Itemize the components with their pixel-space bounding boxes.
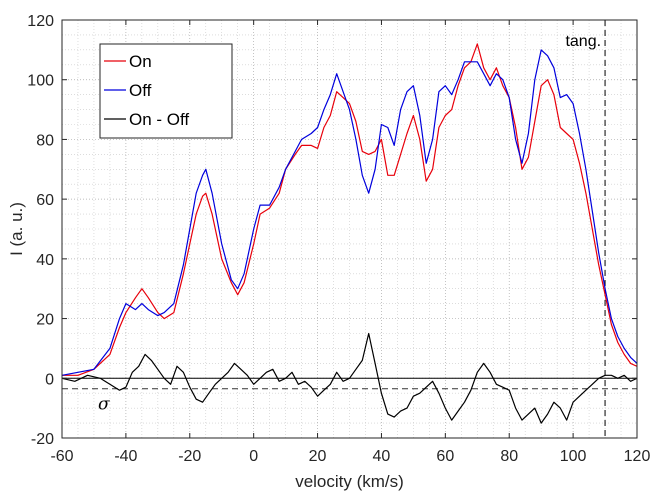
- y-tick-label: 120: [27, 13, 54, 30]
- x-tick-label: 20: [309, 448, 327, 465]
- x-tick-label: 120: [624, 448, 651, 465]
- legend-label-on-minus-off: On - Off: [129, 110, 189, 129]
- legend-label-off: Off: [129, 81, 152, 100]
- tangent-velocity-annotation: tang.: [565, 33, 601, 50]
- y-tick-label: 40: [36, 252, 54, 269]
- legend: On Off On - Off: [99, 43, 233, 139]
- sigma-level-annotation: σ: [98, 395, 110, 415]
- y-tick-label: 0: [45, 371, 54, 388]
- y-axis-tick-labels: -20 0 20 40 60 80 100 120: [27, 13, 54, 448]
- legend-label-on: On: [129, 52, 152, 71]
- x-axis-title: velocity (km/s): [295, 472, 404, 491]
- x-tick-label: 100: [560, 448, 587, 465]
- y-tick-label: 60: [36, 192, 54, 209]
- x-axis-tick-labels: -60 -40 -20 0 20 40 60 80 100 120: [50, 448, 650, 465]
- x-tick-label: 60: [436, 448, 454, 465]
- y-tick-label: 100: [27, 73, 54, 90]
- series-line-off: [61, 49, 638, 376]
- y-tick-label: 80: [36, 132, 54, 149]
- plot-area-frame: [61, 19, 638, 439]
- x-tick-label: -20: [178, 448, 201, 465]
- y-tick-label: -20: [31, 431, 54, 448]
- legend-entry-off: Off: [104, 81, 152, 100]
- x-tick-label: 0: [249, 448, 258, 465]
- y-axis-title: I (a. u.): [7, 202, 26, 256]
- legend-box: [99, 43, 233, 139]
- axis-ticks: [61, 19, 638, 439]
- series-line-on: [62, 43, 638, 376]
- series-layer: [61, 43, 638, 424]
- x-tick-label: -60: [50, 448, 73, 465]
- x-tick-label: -40: [114, 448, 137, 465]
- y-tick-label: 20: [36, 312, 54, 329]
- x-tick-label: 40: [373, 448, 391, 465]
- series-line-on-minus-off: [61, 332, 638, 424]
- legend-entry-on: On: [104, 52, 152, 71]
- legend-entry-on-minus-off: On - Off: [104, 110, 189, 129]
- x-tick-label: 80: [500, 448, 518, 465]
